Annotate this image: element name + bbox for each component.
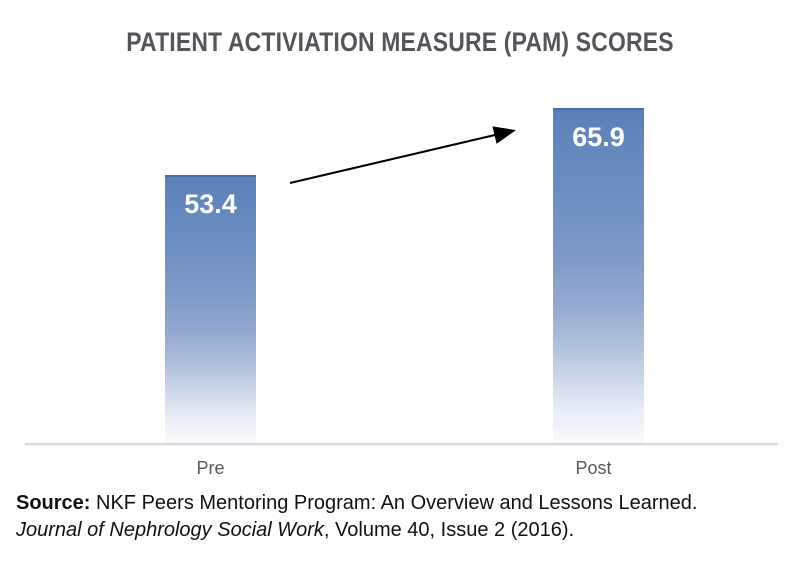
source-label: Source: xyxy=(16,492,91,514)
source-line-2: Journal of Nephrology Social Work, Volum… xyxy=(16,517,786,544)
source-line2-text: , Volume 40, Issue 2 (2016). xyxy=(323,519,575,541)
source-line1-text: NKF Peers Mentoring Program: An Overview… xyxy=(90,492,698,514)
source-citation: Source: NKF Peers Mentoring Program: An … xyxy=(16,490,786,544)
journal-name: Journal of Nephrology Social Work xyxy=(16,519,324,541)
category-label-pre: Pre xyxy=(196,458,225,478)
source-line-1: Source: NKF Peers Mentoring Program: An … xyxy=(16,490,786,517)
chart-title: PATIENT ACTIVIATION MEASURE (PAM) SCORES xyxy=(126,27,674,57)
bar-post: 65.9 xyxy=(553,108,644,445)
category-label-post: Post xyxy=(575,458,612,478)
x-axis-line xyxy=(25,443,778,446)
bar-pre-value-label: 53.4 xyxy=(184,189,237,219)
bar-pre: 53.4 xyxy=(165,175,256,445)
bar-post-value-label: 65.9 xyxy=(572,122,625,152)
